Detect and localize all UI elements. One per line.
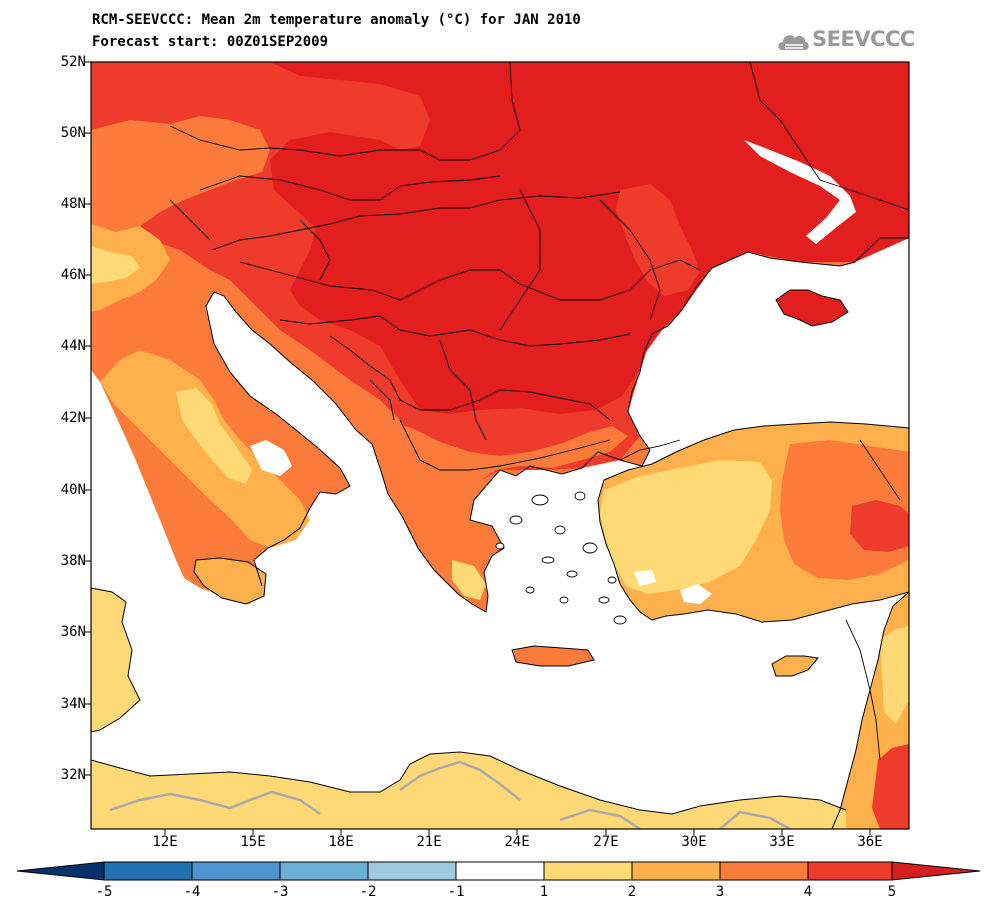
lat-label: 42N <box>60 410 86 426</box>
anomaly-zone-neutral-turkey <box>680 584 712 604</box>
colorbar-segment <box>367 861 457 881</box>
lon-label: 18E <box>328 834 354 850</box>
anomaly-zone-1to2-levant <box>880 626 909 724</box>
colorbar-segment <box>103 861 193 881</box>
lon-label: 33E <box>769 834 795 850</box>
anomaly-zone-1to2-greece <box>452 560 486 600</box>
sicily-land <box>194 558 266 604</box>
lat-label: 36N <box>60 624 86 640</box>
lat-ticks <box>85 61 91 776</box>
map-title: RCM-SEEVCCC: Mean 2m temperature anomaly… <box>92 12 581 28</box>
lat-label: 40N <box>60 482 86 498</box>
gray-contour-africa-3 <box>559 808 641 829</box>
anomaly-zone-2to3-turkey-west <box>600 460 772 594</box>
lon-label: 12E <box>152 834 178 850</box>
colorbar-segment <box>191 861 281 881</box>
colorbar-label: -4 <box>183 884 201 900</box>
lon-ticks <box>164 829 871 835</box>
lat-label: 50N <box>60 125 86 141</box>
cloud-logo-icon <box>778 35 809 50</box>
crete-land <box>512 646 594 666</box>
colorbar-segment <box>631 861 721 881</box>
gray-contour-africa-2 <box>399 760 521 801</box>
colorbar-segment <box>455 861 545 881</box>
lat-label: 32N <box>60 767 86 783</box>
anomaly-zone-neutral-turkey2 <box>634 570 656 586</box>
anomaly-zone-3to4-balkans <box>384 420 628 492</box>
colorbar-label: 5 <box>887 884 897 900</box>
anomaly-zone-1to2-west <box>91 246 140 284</box>
lat-label: 34N <box>60 696 86 712</box>
colorbar-label: 1 <box>539 884 549 900</box>
lon-label: 24E <box>504 834 530 850</box>
lat-label: 38N <box>60 553 86 569</box>
colorbar-segment <box>543 861 633 881</box>
lon-label: 15E <box>240 834 266 850</box>
colorbar-label: 2 <box>627 884 637 900</box>
logo-text: SEEVCCC <box>812 27 915 51</box>
coastlines <box>91 237 909 829</box>
seevccc-logo: SEEVCCC <box>776 24 926 58</box>
tunisia-land <box>91 588 140 732</box>
lon-label: 30E <box>681 834 707 850</box>
anomaly-zone-4to5-turkey-east <box>850 500 909 552</box>
colorbar-label: -2 <box>359 884 377 900</box>
colorbar-label: -5 <box>95 884 113 900</box>
lat-label: 48N <box>60 196 86 212</box>
colorbar-label: -3 <box>271 884 289 900</box>
anomaly-zone-4to5-levant <box>872 744 909 829</box>
colorbar-segment <box>279 861 369 881</box>
anomaly-zone-neutral-italy <box>250 440 292 476</box>
map-frame <box>90 61 910 830</box>
lat-label: 52N <box>60 54 86 70</box>
anomaly-zone-4to5-east <box>616 184 700 296</box>
colorbar-segment <box>807 861 893 881</box>
forecast-start-label: Forecast start: 00Z01SEP2009 <box>92 34 329 50</box>
colorbar <box>16 861 981 881</box>
colorbar-arrow-left <box>16 861 105 881</box>
cyprus-land <box>772 656 818 676</box>
country-borders <box>169 62 909 761</box>
colorbar-label: 3 <box>715 884 725 900</box>
colorbar-arrow-right <box>891 861 981 881</box>
crimea-land <box>776 290 848 326</box>
lat-label: 46N <box>60 267 86 283</box>
lon-label: 27E <box>593 834 619 850</box>
gray-contour-africa-1 <box>109 790 321 816</box>
anomaly-zone-max-core <box>270 62 909 414</box>
colorbar-label: 4 <box>803 884 813 900</box>
colorbar-segment <box>719 861 809 881</box>
gray-contour-africa-4 <box>719 810 791 829</box>
lon-label: 36E <box>857 834 883 850</box>
aegean-islands <box>495 491 627 625</box>
anomaly-zone-1to2-italy <box>176 388 252 484</box>
north-africa-land <box>91 752 846 829</box>
colorbar-label: -1 <box>447 884 465 900</box>
anomaly-zone-3to4-alps <box>91 116 270 240</box>
anomaly-zone-neutral-ukraine <box>744 140 856 244</box>
lon-label: 21E <box>416 834 442 850</box>
lat-label: 44N <box>60 338 86 354</box>
